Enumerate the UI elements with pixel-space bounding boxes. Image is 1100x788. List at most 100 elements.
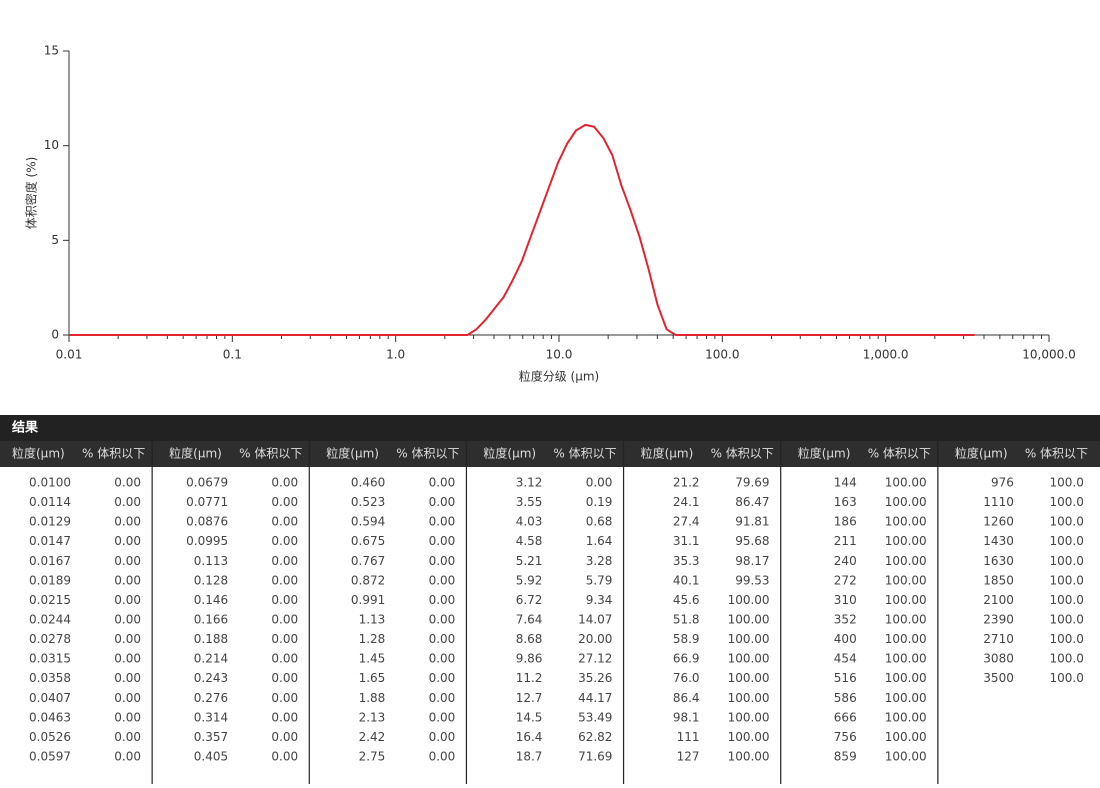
percent-cell: 0.00 — [271, 749, 298, 763]
percent-cell: 100.00 — [885, 534, 927, 548]
percent-cell: 100.00 — [728, 593, 770, 607]
percent-cell: 0.00 — [114, 691, 141, 705]
percent-cell: 0.00 — [271, 534, 298, 548]
x-tick-label: 0.1 — [223, 348, 242, 362]
percent-cell: 0.00 — [114, 554, 141, 568]
percent-cell: 100.0 — [1049, 671, 1083, 685]
size-cell: 1630 — [983, 554, 1014, 568]
x-tick-label: 10.0 — [546, 348, 573, 362]
percent-cell: 0.00 — [114, 710, 141, 724]
size-cell: 0.0679 — [186, 476, 228, 490]
size-cell: 2100 — [983, 593, 1014, 607]
percent-cell: 0.00 — [429, 710, 456, 724]
size-cell: 756 — [834, 730, 857, 744]
column-header: % 体积以下 — [868, 447, 931, 461]
percent-cell: 100.0 — [1049, 476, 1083, 490]
chart-area — [0, 0, 1100, 410]
size-cell: 516 — [834, 671, 857, 685]
percent-cell: 100.00 — [885, 476, 927, 490]
percent-cell: 0.00 — [114, 495, 141, 509]
x-tick-label: 1,000.0 — [863, 348, 909, 362]
size-cell: 0.0129 — [29, 515, 71, 529]
column-header: % 体积以下 — [553, 447, 616, 461]
percent-cell: 0.00 — [429, 749, 456, 763]
percent-cell: 100.0 — [1049, 515, 1083, 529]
size-cell: 0.0215 — [29, 593, 71, 607]
percent-cell: 100.0 — [1049, 534, 1083, 548]
size-cell: 21.2 — [673, 476, 700, 490]
percent-cell: 100.00 — [885, 671, 927, 685]
size-cell: 40.1 — [673, 573, 700, 587]
size-cell: 0.128 — [194, 573, 228, 587]
percent-cell: 100.00 — [728, 632, 770, 646]
size-cell: 976 — [991, 476, 1014, 490]
percent-cell: 100.0 — [1049, 593, 1083, 607]
size-cell: 3.55 — [516, 495, 543, 509]
size-cell: 5.21 — [516, 554, 543, 568]
size-cell: 11.2 — [516, 671, 543, 685]
size-cell: 0.0358 — [29, 671, 71, 685]
percent-cell: 100.00 — [885, 730, 927, 744]
percent-cell: 100.00 — [885, 691, 927, 705]
percent-cell: 0.00 — [114, 749, 141, 763]
size-cell: 0.0315 — [29, 652, 71, 666]
percent-cell: 0.00 — [429, 593, 456, 607]
percent-cell: 0.00 — [114, 671, 141, 685]
percent-cell: 0.00 — [271, 710, 298, 724]
percent-cell: 14.07 — [578, 612, 612, 626]
size-cell: 0.0278 — [29, 632, 71, 646]
size-cell: 0.357 — [194, 730, 228, 744]
density-line — [69, 123, 975, 336]
size-cell: 0.314 — [194, 710, 228, 724]
percent-cell: 86.47 — [735, 495, 769, 509]
percent-cell: 0.00 — [114, 476, 141, 490]
percent-cell: 0.00 — [271, 671, 298, 685]
size-cell: 7.64 — [516, 612, 543, 626]
x-tick-label: 10,000.0 — [1022, 348, 1075, 362]
percent-cell: 27.12 — [578, 652, 612, 666]
percent-cell: 100.00 — [885, 593, 927, 607]
size-cell: 24.1 — [673, 495, 700, 509]
size-cell: 1.28 — [359, 632, 386, 646]
percent-cell: 53.49 — [578, 710, 612, 724]
percent-cell: 100.00 — [728, 730, 770, 744]
percent-cell: 0.00 — [429, 632, 456, 646]
size-cell: 0.243 — [194, 671, 228, 685]
size-cell: 2390 — [983, 612, 1014, 626]
size-cell: 211 — [834, 534, 857, 548]
size-cell: 0.0114 — [29, 495, 71, 509]
column-header: 粒度(μm) — [641, 446, 694, 461]
percent-cell: 79.69 — [735, 476, 769, 490]
percent-cell: 100.0 — [1049, 495, 1083, 509]
percent-cell: 100.00 — [885, 495, 927, 509]
size-cell: 58.9 — [673, 632, 700, 646]
percent-cell: 0.00 — [271, 691, 298, 705]
size-cell: 186 — [834, 515, 857, 529]
size-cell: 2710 — [983, 632, 1014, 646]
percent-cell: 0.00 — [429, 612, 456, 626]
percent-cell: 0.00 — [271, 730, 298, 744]
percent-cell: 0.00 — [271, 652, 298, 666]
percent-cell: 0.00 — [429, 671, 456, 685]
size-cell: 2.75 — [359, 749, 386, 763]
percent-cell: 0.00 — [114, 515, 141, 529]
percent-cell: 100.00 — [728, 612, 770, 626]
size-cell: 35.3 — [673, 554, 700, 568]
size-cell: 16.4 — [516, 730, 543, 744]
size-cell: 0.0100 — [29, 476, 71, 490]
size-cell: 454 — [834, 652, 857, 666]
percent-cell: 0.00 — [271, 495, 298, 509]
size-cell: 0.188 — [194, 632, 228, 646]
percent-cell: 0.00 — [429, 515, 456, 529]
size-cell: 0.0771 — [186, 495, 228, 509]
size-cell: 859 — [834, 749, 857, 763]
y-axis-label: 体积密度 (%) — [24, 157, 39, 230]
percent-cell: 0.00 — [271, 554, 298, 568]
column-header: 粒度(μm) — [12, 446, 65, 461]
percent-cell: 0.00 — [429, 691, 456, 705]
x-tick-label: 1.0 — [386, 348, 405, 362]
size-cell: 127 — [677, 749, 700, 763]
size-cell: 240 — [834, 554, 857, 568]
